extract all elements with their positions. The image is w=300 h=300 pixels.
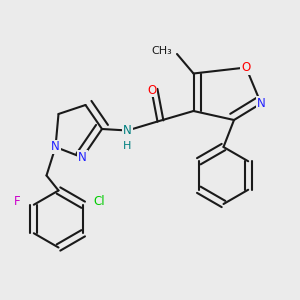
Text: F: F: [14, 195, 21, 208]
Text: N: N: [256, 97, 266, 110]
Text: CH₃: CH₃: [152, 46, 172, 56]
Text: O: O: [242, 61, 250, 74]
Text: H: H: [123, 141, 132, 151]
Text: N: N: [78, 151, 87, 164]
Text: N: N: [51, 140, 60, 154]
Text: N: N: [123, 124, 132, 137]
Text: Cl: Cl: [94, 195, 106, 208]
Text: O: O: [147, 83, 156, 97]
